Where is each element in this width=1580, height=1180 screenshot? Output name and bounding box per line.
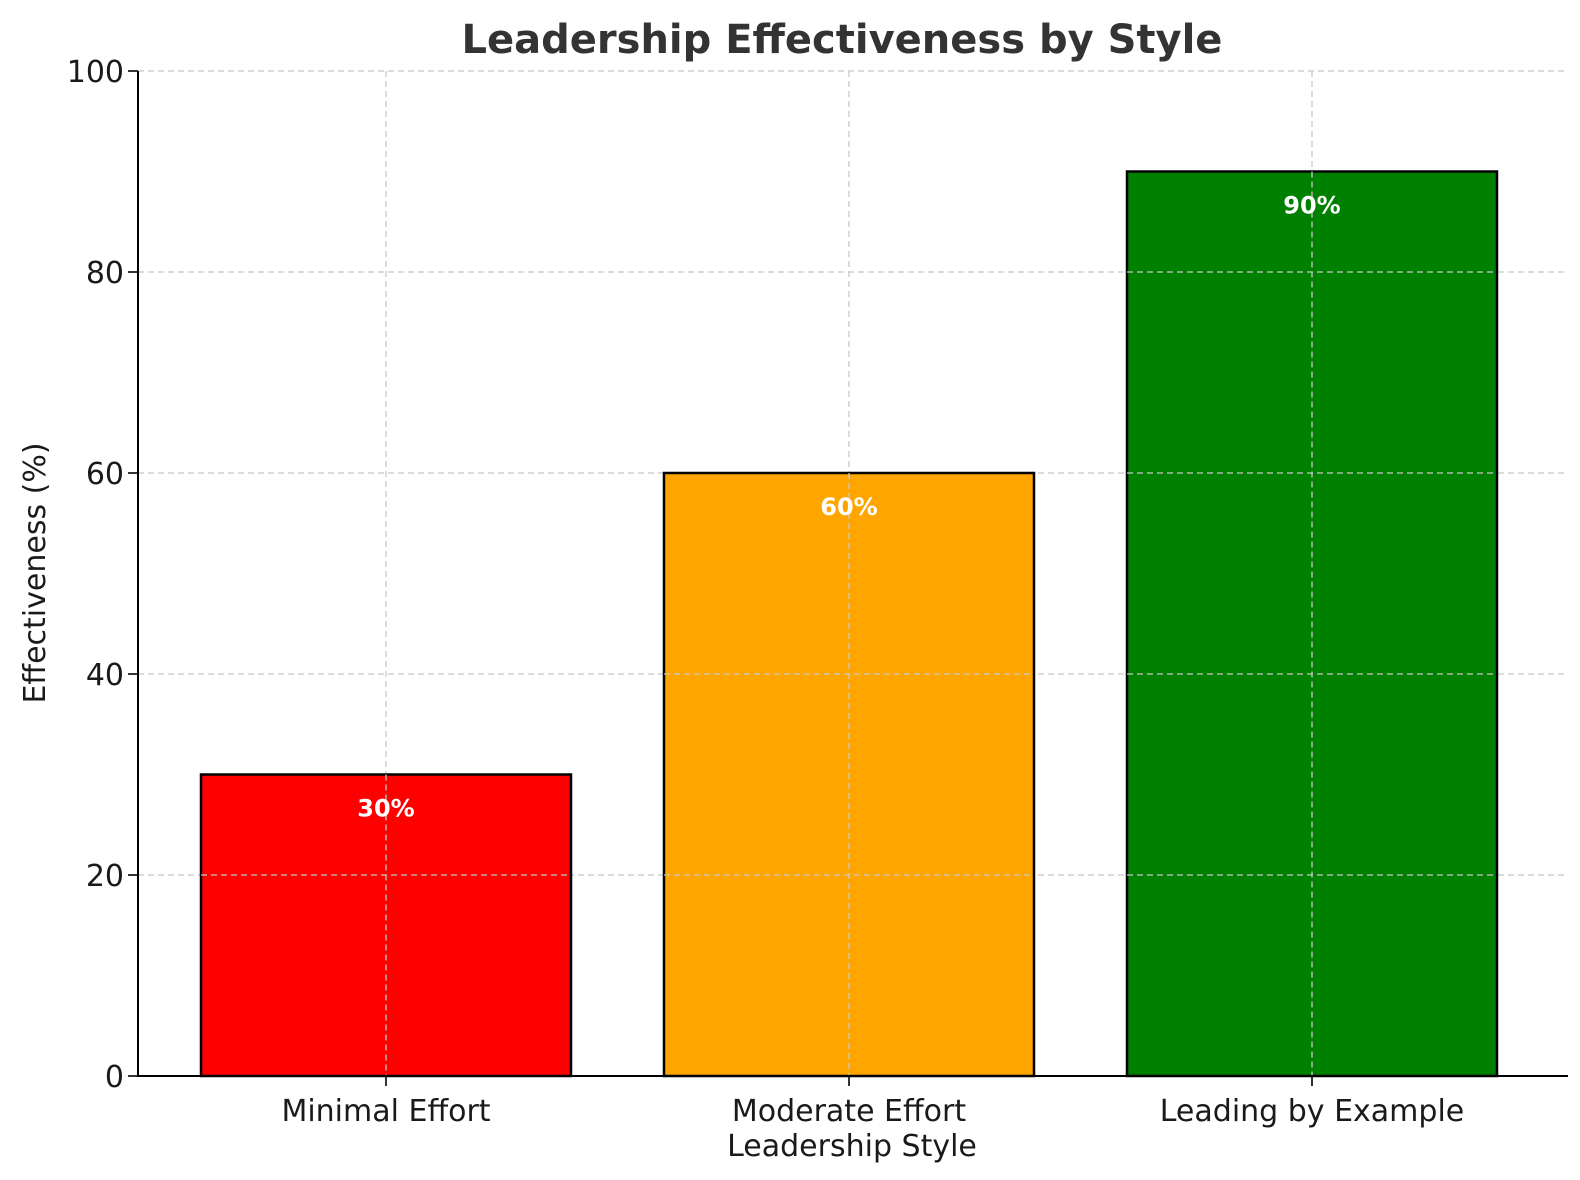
x-tick-label: Moderate Effort: [732, 1094, 967, 1129]
data-labels-group: 30% 60% 90%: [357, 192, 1340, 823]
y-tick-label: 20: [86, 859, 124, 894]
x-axis-ticks: Minimal Effort Moderate Effort Leading by …: [281, 1076, 1464, 1129]
x-axis-label: Leadership Style: [727, 1129, 977, 1164]
y-axis-ticks: 0 20 40 60 80 100: [67, 55, 138, 1095]
y-tick-label: 80: [86, 256, 124, 291]
y-tick-label: 100: [67, 55, 124, 90]
bar-data-label: 90%: [1283, 192, 1340, 220]
x-tick-label: Leading by Example: [1160, 1094, 1464, 1129]
chart-title: Leadership Effectiveness by Style: [462, 17, 1223, 63]
y-tick-label: 40: [86, 658, 124, 693]
bars-group: [199, 170, 1499, 1078]
bar-data-label: 30%: [357, 795, 414, 823]
y-tick-label: 60: [86, 457, 124, 492]
bar-data-label: 60%: [820, 493, 877, 521]
x-tick-label: Minimal Effort: [281, 1094, 490, 1129]
y-axis-label: Effectiveness (%): [18, 442, 53, 703]
y-tick-label: 0: [105, 1060, 124, 1095]
